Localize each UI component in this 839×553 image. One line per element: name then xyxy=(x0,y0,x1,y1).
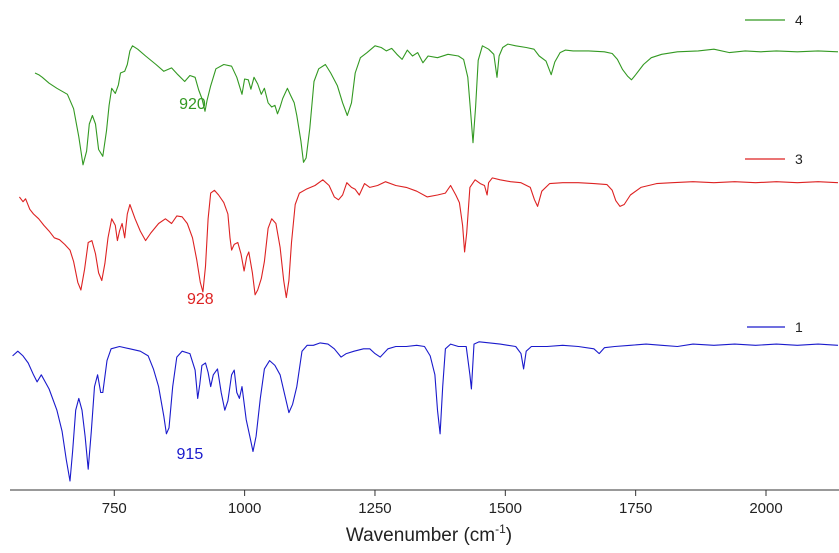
x-tick-label: 750 xyxy=(102,500,127,517)
x-axis-title: Wavenumber (cm-1) xyxy=(346,522,512,546)
x-tick-label: 1500 xyxy=(489,500,522,517)
x-tick-label: 1000 xyxy=(228,500,261,517)
legend-label-3: 3 xyxy=(795,151,803,167)
legend: 4 3 1 xyxy=(745,12,803,335)
x-tick-label: 2000 xyxy=(749,500,782,517)
x-axis-ticks: 750 1000 1250 1500 1750 2000 xyxy=(102,490,783,517)
legend-label-1: 1 xyxy=(795,319,803,335)
x-axis-title-superscript: -1 xyxy=(495,522,506,536)
x-tick-label: 1750 xyxy=(619,500,652,517)
series-line-4 xyxy=(34,43,839,166)
peak-annotations: 920 928 915 xyxy=(177,96,214,463)
legend-label-4: 4 xyxy=(795,12,803,28)
x-axis-title-main: Wavenumber (cm xyxy=(346,525,495,546)
peak-label-4: 920 xyxy=(179,96,206,113)
series-line-3 xyxy=(18,177,839,299)
series-line-1 xyxy=(12,341,839,482)
peak-label-1: 915 xyxy=(177,446,204,463)
plot-area xyxy=(12,43,839,482)
x-tick-label: 1250 xyxy=(358,500,391,517)
x-axis-title-close: ) xyxy=(506,525,512,546)
peak-label-3: 928 xyxy=(187,291,214,308)
